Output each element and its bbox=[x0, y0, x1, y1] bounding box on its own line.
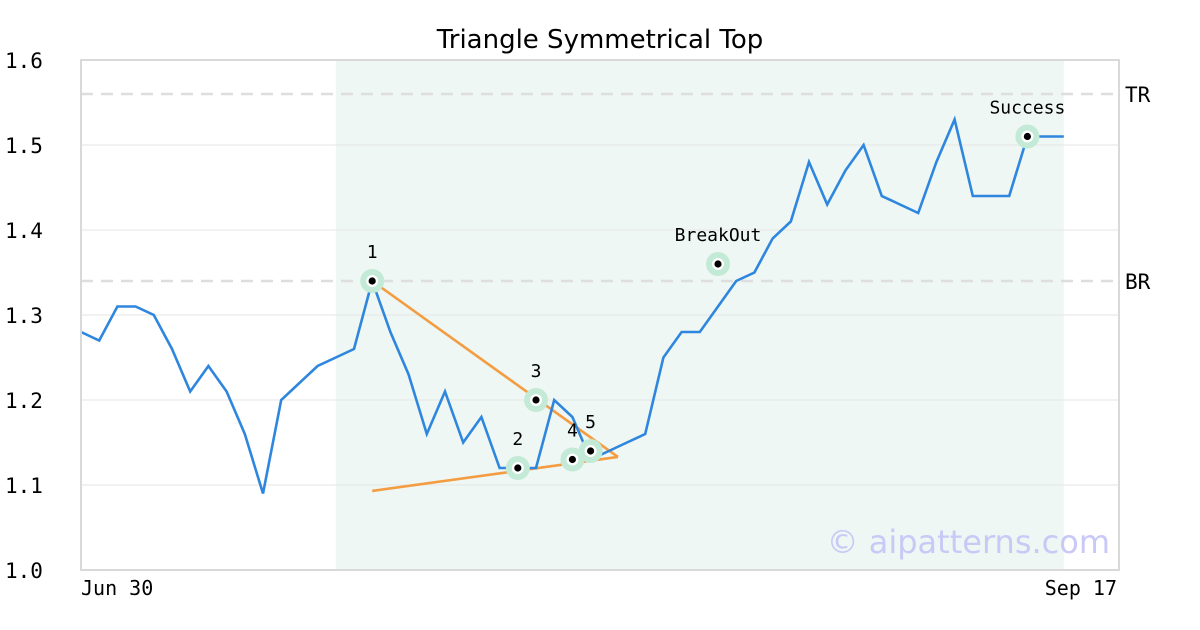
point-label: 3 bbox=[531, 361, 542, 382]
level-label: BR bbox=[1125, 270, 1151, 294]
x-tick-label: Sep 17 bbox=[1045, 576, 1117, 600]
y-axis-ticks: 1.0 1.1 1.2 1.3 1.4 1.5 1.6 bbox=[5, 49, 43, 583]
point-marker bbox=[1023, 132, 1031, 141]
point-marker bbox=[368, 277, 376, 285]
y-tick-label: 1.4 bbox=[5, 219, 43, 243]
x-axis-ticks: Jun 30 Sep 17 bbox=[81, 576, 1117, 600]
levels: TR BR bbox=[81, 83, 1151, 294]
pattern-points: 1 2 3 4 5 BreakOut Success bbox=[360, 98, 1065, 480]
y-tick-label: 1.3 bbox=[5, 304, 43, 328]
point-label: 5 bbox=[585, 412, 596, 433]
point-marker bbox=[714, 260, 722, 268]
y-tick-label: 1.5 bbox=[5, 134, 43, 158]
level-label: TR bbox=[1125, 83, 1151, 107]
point-label: 4 bbox=[567, 421, 578, 442]
price-series-line bbox=[80, 115, 1064, 494]
plot-frame bbox=[80, 59, 1120, 571]
point-marker bbox=[514, 464, 522, 472]
point-label: BreakOut bbox=[675, 225, 762, 246]
point-marker bbox=[568, 455, 577, 464]
point-label: 2 bbox=[512, 429, 523, 450]
watermark: © aipatterns.com bbox=[827, 523, 1110, 561]
x-tick-label: Jun 30 bbox=[81, 576, 153, 600]
y-tick-label: 1.0 bbox=[5, 559, 43, 583]
grid bbox=[81, 144, 1119, 486]
point-marker bbox=[587, 447, 595, 455]
y-tick-label: 1.2 bbox=[5, 389, 43, 413]
point-label: 1 bbox=[367, 242, 378, 263]
point-label: Success bbox=[989, 98, 1065, 119]
y-tick-label: 1.1 bbox=[5, 474, 43, 498]
point-marker bbox=[532, 396, 540, 404]
y-tick-label: 1.6 bbox=[5, 49, 43, 73]
chart-title: Triangle Symmetrical Top bbox=[436, 25, 764, 55]
